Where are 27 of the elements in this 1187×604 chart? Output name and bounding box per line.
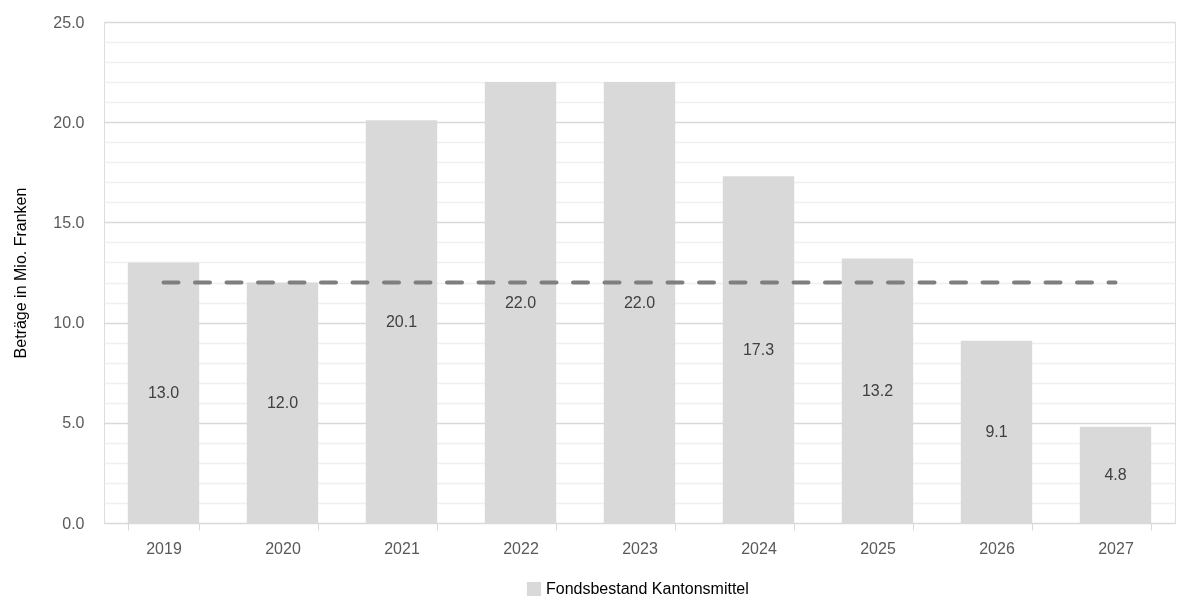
x-tick-label: 2027 [1098, 539, 1134, 557]
y-tick-label: 20.0 [53, 113, 85, 131]
data-label: 13.0 [147, 383, 180, 401]
data-label: 20.1 [385, 312, 418, 330]
x-tick-label: 2020 [265, 539, 301, 557]
x-tick-label: 2026 [979, 539, 1015, 557]
y-axis-title: Beträge in Mio. Franken [12, 187, 30, 359]
data-label: 9.1 [985, 422, 1008, 440]
x-tick-label: 2021 [384, 539, 420, 557]
data-label: 12.0 [266, 393, 299, 411]
y-tick-label: 25.0 [53, 13, 85, 31]
y-tick-label: 10.0 [53, 314, 85, 332]
data-label: 22.0 [623, 293, 656, 311]
y-tick-label: 5.0 [62, 414, 85, 432]
data-label: 13.2 [861, 381, 894, 399]
x-tick-label: 2022 [503, 539, 539, 557]
legend-label: Fondsbestand Kantonsmittel [546, 580, 749, 597]
data-label: 4.8 [1104, 465, 1127, 483]
x-tick-label: 2024 [741, 539, 777, 557]
x-tick-label: 2025 [860, 539, 896, 557]
data-label: 17.3 [742, 340, 775, 358]
x-tick-label: 2023 [622, 539, 658, 557]
x-tick-label: 2019 [146, 539, 182, 557]
y-tick-label: 0.0 [62, 514, 85, 532]
y-tick-label: 15.0 [53, 213, 85, 231]
data-label: 22.0 [504, 293, 537, 311]
bar [1079, 426, 1152, 523]
